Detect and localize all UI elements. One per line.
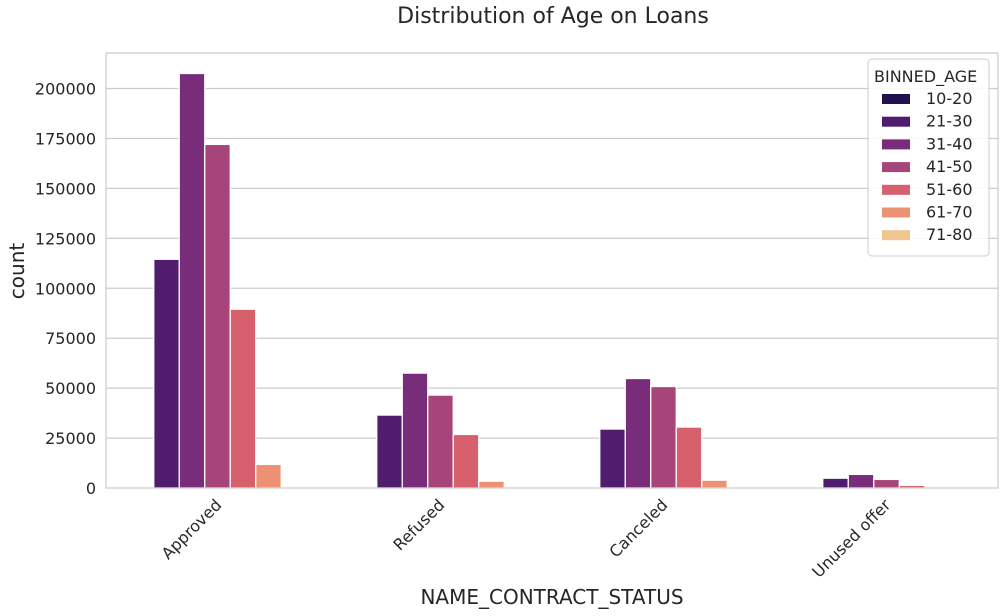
y-tick-label: 100000 [35, 279, 96, 298]
x-tick-label: Approved [158, 495, 226, 563]
bar-31-40-unused-offer [847, 473, 875, 489]
bar-61-70-approved [255, 463, 282, 489]
legend-swatch [882, 116, 910, 127]
x-tick-label: Unused offer [808, 495, 894, 581]
x-axis-title: NAME_CONTRACT_STATUS [420, 585, 683, 609]
bar-41-50-canceled [650, 385, 677, 489]
y-tick-label: 150000 [35, 179, 96, 198]
legend-box [867, 58, 990, 257]
bar-51-60-approved [229, 308, 257, 489]
bar-31-40-canceled [624, 377, 652, 489]
bar-31-40-refused [401, 372, 429, 489]
legend-label: 71-80 [926, 225, 973, 244]
y-tick-label: 50000 [45, 379, 96, 398]
legend-label: 31-40 [926, 134, 973, 153]
bar-21-30-unused-offer [822, 477, 849, 489]
legend-swatch [882, 94, 910, 104]
legend-swatch [882, 139, 910, 150]
legend-label: 21-30 [926, 112, 973, 131]
bar-61-70-refused [478, 480, 505, 489]
chart-title: Distribution of Age on Loans [397, 4, 709, 29]
bar-51-60-refused [452, 433, 480, 489]
bar-41-50-approved [204, 143, 231, 489]
bars [153, 72, 926, 489]
bar-41-50-unused-offer [873, 478, 900, 489]
y-tick-label: 25000 [45, 429, 96, 448]
y-tick-label: 200000 [35, 80, 96, 99]
x-tick-labels: Approved Refused Canceled Unused offer [158, 495, 895, 581]
bar-21-30-canceled [599, 428, 626, 489]
legend-swatch [882, 184, 910, 195]
legend-label: 41-50 [926, 157, 973, 176]
legend: BINNED_AGE 10-20 21-30 31-40 41-50 51-60 61-7… [867, 58, 990, 257]
legend-label: 61-70 [926, 203, 973, 222]
legend-title: BINNED_AGE [874, 67, 977, 87]
legend-swatch [882, 162, 910, 173]
legend-label: 51-60 [926, 180, 973, 199]
plot-frame [105, 52, 999, 489]
y-axis-title: count [5, 243, 29, 300]
bar-41-50-refused [427, 394, 454, 489]
x-tick-label: Canceled [605, 495, 671, 561]
y-tick-label: 75000 [45, 329, 96, 348]
bar-21-30-approved [153, 258, 180, 489]
bar-21-30-refused [376, 414, 403, 489]
legend-label: 10-20 [926, 89, 973, 108]
y-tick-label: 0 [86, 479, 96, 498]
y-tick-labels: 0 25000 50000 75000 100000 125000 150000 175000… [35, 80, 96, 499]
bar-51-60-canceled [675, 426, 703, 489]
y-tick-label: 125000 [35, 229, 96, 248]
bar-31-40-approved [178, 72, 206, 489]
x-tick-label: Refused [389, 495, 448, 554]
bar-61-70-canceled [701, 479, 728, 489]
y-tick-label: 175000 [35, 129, 96, 148]
legend-entries: 10-20 21-30 31-40 41-50 51-60 61-70 71-80 [882, 89, 973, 244]
legend-swatch [882, 207, 910, 218]
legend-swatch [882, 230, 910, 241]
